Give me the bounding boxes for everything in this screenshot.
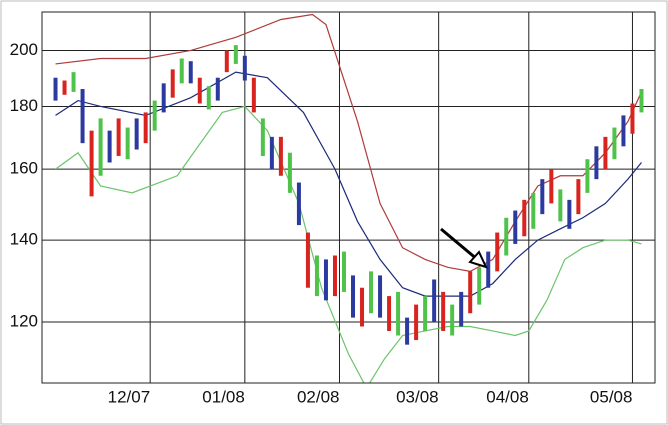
price-bar xyxy=(71,72,76,92)
price-bar xyxy=(522,199,527,237)
x-tick-label: 03/08 xyxy=(396,387,439,406)
price-bar xyxy=(224,50,229,73)
price-bar xyxy=(450,304,455,336)
price-bar xyxy=(495,232,500,272)
price-bar xyxy=(639,89,644,113)
price-bar xyxy=(396,291,401,336)
x-tick-label: 02/08 xyxy=(297,387,340,406)
price-bar xyxy=(432,279,437,323)
x-tick-label: 05/08 xyxy=(590,387,633,406)
price-bar xyxy=(170,69,175,98)
price-bar xyxy=(107,130,112,163)
price-bar xyxy=(116,118,121,156)
plot-area xyxy=(53,13,644,383)
price-bar xyxy=(161,83,166,113)
band-line xyxy=(55,105,642,383)
price-bar xyxy=(125,127,130,160)
price-bar xyxy=(459,291,464,327)
price-bar xyxy=(486,251,491,288)
x-tick-label: 01/08 xyxy=(202,387,245,406)
price-bar xyxy=(206,86,211,110)
price-bar xyxy=(558,189,563,222)
y-tick-label: 160 xyxy=(10,159,38,178)
price-bar xyxy=(242,55,247,81)
price-bar xyxy=(89,130,94,197)
price-bar xyxy=(630,103,635,134)
price-bar xyxy=(441,291,446,331)
price-bar xyxy=(387,296,392,331)
price-bar xyxy=(576,179,581,215)
price-bar xyxy=(98,118,103,176)
price-bar xyxy=(360,287,365,327)
y-tick-label: 180 xyxy=(10,96,38,115)
price-bar xyxy=(378,275,383,318)
price-bar xyxy=(540,179,545,215)
price-bar xyxy=(179,58,184,84)
price-bar xyxy=(152,100,157,131)
price-bar xyxy=(251,77,256,113)
price-bar xyxy=(269,136,274,170)
price-bar xyxy=(53,77,58,101)
price-bar xyxy=(468,271,473,314)
price-bar xyxy=(323,259,328,301)
labels: 120 140 160 180 200 12/07 01/08 02/08 03/08 04/08… xyxy=(10,40,633,407)
price-bar xyxy=(594,146,599,180)
x-tick-label: 12/07 xyxy=(108,387,151,406)
price-bar xyxy=(423,296,428,331)
price-bar xyxy=(260,118,265,156)
price-bar xyxy=(351,275,356,318)
price-bar xyxy=(585,159,590,193)
y-tick-label: 140 xyxy=(10,230,38,249)
arrow-shaft xyxy=(440,227,479,262)
price-bar xyxy=(513,210,518,244)
price-bar xyxy=(143,112,148,144)
price-bar xyxy=(305,232,310,288)
price-bar xyxy=(287,152,292,193)
price-bar xyxy=(188,61,193,84)
price-bar xyxy=(80,89,85,144)
price-bar xyxy=(134,118,139,150)
price-bar xyxy=(278,136,283,176)
band-line xyxy=(55,13,643,272)
x-tick-label: 04/08 xyxy=(486,387,529,406)
price-bar xyxy=(197,77,202,104)
price-bar xyxy=(477,267,482,305)
price-bar xyxy=(62,80,67,95)
price-bar xyxy=(567,199,572,229)
price-bar xyxy=(332,255,337,297)
y-tick-label: 200 xyxy=(10,40,38,59)
price-bar xyxy=(603,136,608,170)
price-bar xyxy=(369,271,374,314)
price-bar xyxy=(405,317,410,345)
price-bar xyxy=(215,77,220,101)
price-bar xyxy=(296,182,301,226)
plot-border xyxy=(41,11,656,384)
price-bar xyxy=(314,255,319,297)
price-bar xyxy=(341,251,346,292)
arrow xyxy=(440,227,488,269)
y-tick-label: 120 xyxy=(10,312,38,331)
grid xyxy=(42,12,655,383)
price-bar xyxy=(549,169,554,204)
price-bar xyxy=(414,304,419,341)
price-bar xyxy=(612,127,617,160)
price-bar xyxy=(621,115,626,147)
price-bar xyxy=(531,192,536,229)
price-bar xyxy=(504,217,509,256)
price-bar xyxy=(233,45,238,64)
arrow-head xyxy=(468,250,488,269)
